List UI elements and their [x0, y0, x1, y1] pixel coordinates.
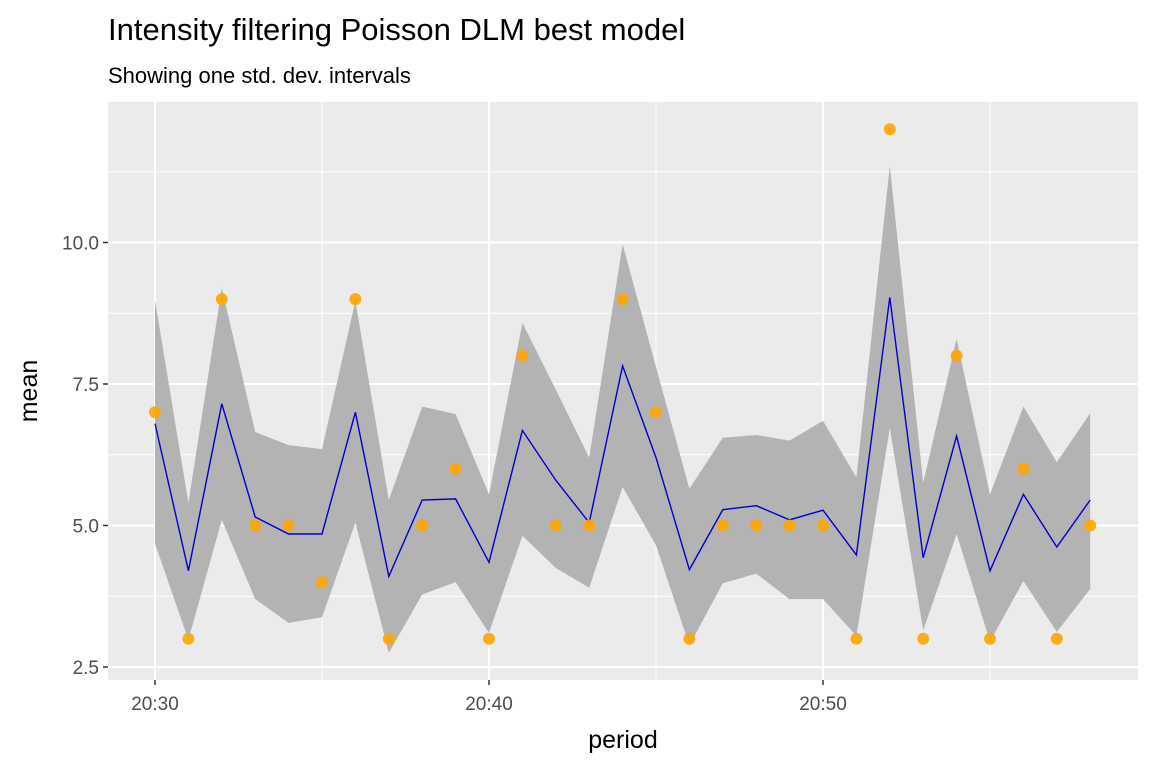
observed-point	[817, 519, 829, 532]
observed-point	[516, 349, 529, 362]
observed-point	[984, 632, 996, 645]
observed-point	[1084, 519, 1097, 532]
observed-points	[149, 123, 1097, 645]
interval-band	[155, 166, 1091, 653]
observed-point	[215, 293, 228, 306]
observed-point	[1050, 632, 1063, 645]
observed-point	[349, 293, 362, 306]
x-axis-title: period	[588, 726, 658, 754]
observed-point	[950, 349, 963, 362]
observed-point	[917, 632, 930, 645]
observed-point	[449, 462, 462, 475]
y-tick-label: 2.5	[73, 658, 99, 679]
y-axis-title: mean	[15, 360, 43, 423]
observed-point	[583, 519, 596, 532]
y-tick-label: 7.5	[73, 375, 99, 396]
observed-point	[750, 519, 763, 532]
x-tick-label: 20:40	[465, 694, 513, 715]
observed-point	[616, 293, 629, 306]
observed-point	[316, 576, 328, 589]
filtered-mean-line	[154, 297, 1091, 579]
observed-point	[282, 519, 295, 532]
observed-point	[249, 519, 262, 532]
observed-point	[382, 632, 395, 645]
observed-point	[783, 519, 796, 532]
x-tick-label: 20:50	[799, 694, 847, 715]
observed-point	[182, 632, 195, 645]
chart-title: Intensity filtering Poisson DLM best mod…	[108, 12, 686, 47]
observed-point	[650, 406, 662, 419]
observed-point	[1017, 462, 1030, 475]
y-axis: 2.5 5.0 7.5 10.0	[62, 234, 108, 679]
observed-point	[549, 519, 562, 532]
observed-point	[149, 406, 161, 419]
observed-point	[483, 632, 495, 645]
x-tick-label: 20:30	[131, 694, 179, 715]
chart-subtitle: Showing one std. dev. intervals	[108, 63, 411, 88]
y-tick-label: 10.0	[62, 234, 99, 255]
observed-point	[416, 519, 429, 532]
observed-point	[850, 632, 863, 645]
y-tick-label: 5.0	[73, 517, 99, 538]
observed-point	[716, 519, 729, 532]
observed-point	[883, 123, 896, 136]
x-axis: 20:30 20:40 20:50	[131, 680, 847, 715]
observed-point	[683, 632, 696, 645]
